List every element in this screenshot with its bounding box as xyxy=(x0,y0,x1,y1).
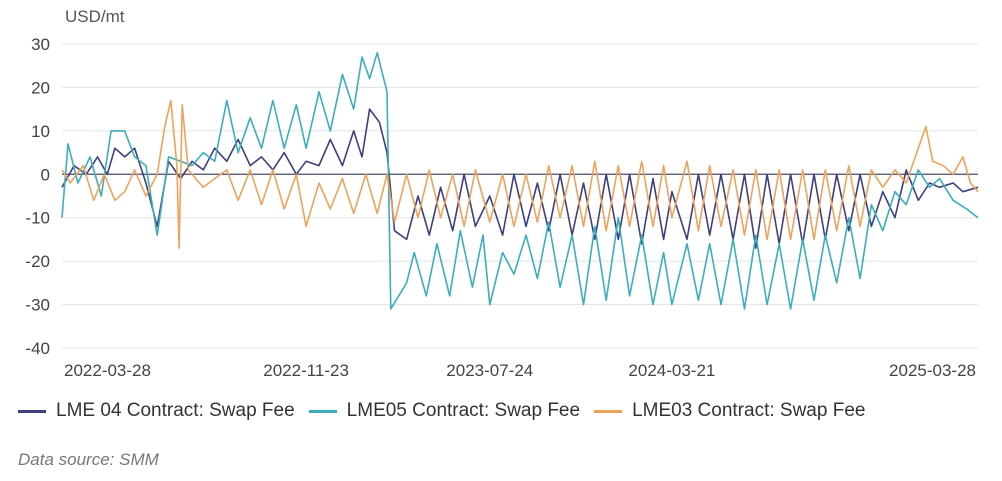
legend-swatch-lme04 xyxy=(18,409,46,413)
y-axis-ticks: 30 20 10 0 -10 -20 -30 -40 xyxy=(25,35,50,358)
legend-item-lme05[interactable]: LME05 Contract: Swap Fee xyxy=(308,400,581,422)
legend: LME 04 Contract: Swap Fee LME05 Contract… xyxy=(18,400,879,422)
y-tick-label: 10 xyxy=(31,122,50,141)
y-tick-label: -30 xyxy=(25,296,50,315)
x-axis-ticks: 2022-03-28 2022-11-23 2023-07-24 2024-03-21… xyxy=(64,361,976,380)
series-line-lme04 xyxy=(61,108,979,249)
grid-lines xyxy=(62,43,978,349)
x-tick-label: 2022-11-23 xyxy=(263,361,349,380)
y-tick-label: -10 xyxy=(25,209,50,228)
y-tick-label: 30 xyxy=(31,35,50,54)
y-axis-unit-label: USD/mt xyxy=(65,7,125,26)
y-tick-label: -20 xyxy=(25,252,50,271)
data-source-note: Data source: SMM xyxy=(18,450,159,469)
x-tick-label: 2023-07-24 xyxy=(446,361,533,380)
x-tick-label: 2025-03-28 xyxy=(889,361,976,380)
series-lines xyxy=(61,51,979,310)
series-line-lme03 xyxy=(61,99,979,249)
legend-swatch-lme05 xyxy=(308,409,337,413)
series-line-lme05 xyxy=(61,51,979,310)
y-tick-label: -40 xyxy=(25,339,50,358)
legend-label-lme03: LME03 Contract: Swap Fee xyxy=(632,400,866,421)
legend-item-lme04[interactable]: LME 04 Contract: Swap Fee xyxy=(18,400,295,422)
x-tick-label: 2022-03-28 xyxy=(64,361,151,380)
y-tick-label: 0 xyxy=(41,165,50,184)
x-tick-label: 2024-03-21 xyxy=(628,361,715,380)
legend-swatch-lme03 xyxy=(594,409,623,413)
legend-label-lme05: LME05 Contract: Swap Fee xyxy=(346,400,581,421)
y-tick-label: 20 xyxy=(31,78,50,97)
legend-label-lme04: LME 04 Contract: Swap Fee xyxy=(56,400,295,421)
legend-item-lme03[interactable]: LME03 Contract: Swap Fee xyxy=(594,400,865,422)
